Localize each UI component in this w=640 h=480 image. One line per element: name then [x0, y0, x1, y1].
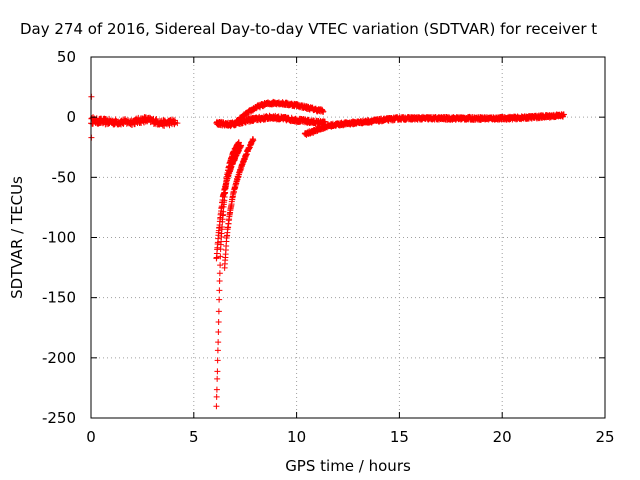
data-point [214, 368, 221, 375]
data-point [215, 339, 222, 346]
grid-lines [91, 57, 605, 418]
data-point [238, 142, 245, 149]
chart-title: Day 274 of 2016, Sidereal Day-to-day VTE… [20, 20, 597, 38]
x-tick-label: 10 [287, 428, 306, 446]
data-point [560, 111, 567, 118]
y-tick-label: -150 [42, 289, 76, 307]
x-tick-label: 5 [189, 428, 199, 446]
x-tick-label: 25 [595, 428, 614, 446]
data-point [214, 357, 221, 364]
x-tick-label: 15 [390, 428, 409, 446]
x-axis-label: GPS time / hours [285, 457, 411, 475]
data-points [88, 93, 567, 410]
data-point [214, 375, 221, 382]
data-point [250, 137, 257, 144]
y-tick-label: -50 [52, 168, 77, 186]
data-point [320, 108, 327, 115]
y-tick-label: -200 [42, 349, 76, 367]
axis-ticks: 0 5 10 15 20 25 -250 -200 -150 -100 -50 0 50 [42, 48, 615, 446]
data-point [215, 308, 222, 315]
data-point [213, 403, 220, 410]
data-point [214, 347, 221, 354]
y-tick-label: 50 [57, 48, 76, 66]
y-axis-label: SDTVAR / TECUs [8, 176, 26, 299]
x-tick-label: 20 [493, 428, 512, 446]
y-tick-label: -100 [42, 229, 76, 247]
data-point [174, 120, 181, 127]
data-point [217, 262, 224, 269]
data-point [217, 253, 224, 260]
y-tick-label: -250 [42, 409, 76, 427]
y-tick-label: 0 [66, 108, 76, 126]
data-point [216, 278, 223, 285]
data-point [215, 318, 222, 325]
data-point [213, 393, 220, 400]
data-point [215, 328, 222, 335]
data-point [216, 270, 223, 277]
data-point [213, 386, 220, 393]
data-point [216, 287, 223, 294]
x-tick-label: 0 [86, 428, 96, 446]
data-point [216, 296, 223, 303]
